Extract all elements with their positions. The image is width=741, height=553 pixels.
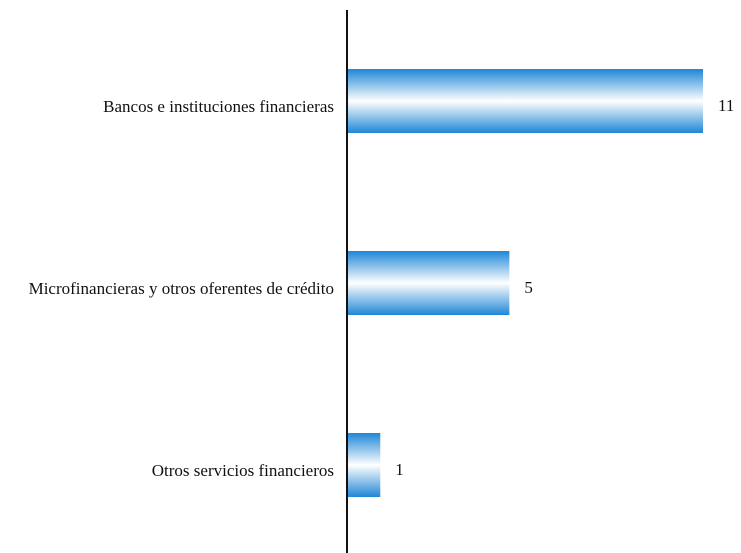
bar xyxy=(348,251,510,315)
value-label: 11 xyxy=(718,96,734,115)
value-label: 1 xyxy=(395,460,404,479)
category-label: Microfinancieras y otros oferentes de cr… xyxy=(28,279,334,298)
value-label: 5 xyxy=(524,278,533,297)
bar xyxy=(348,433,381,497)
category-label: Bancos e instituciones financieras xyxy=(103,97,334,116)
category-label: Otros servicios financieros xyxy=(151,461,334,480)
bar xyxy=(348,69,703,133)
